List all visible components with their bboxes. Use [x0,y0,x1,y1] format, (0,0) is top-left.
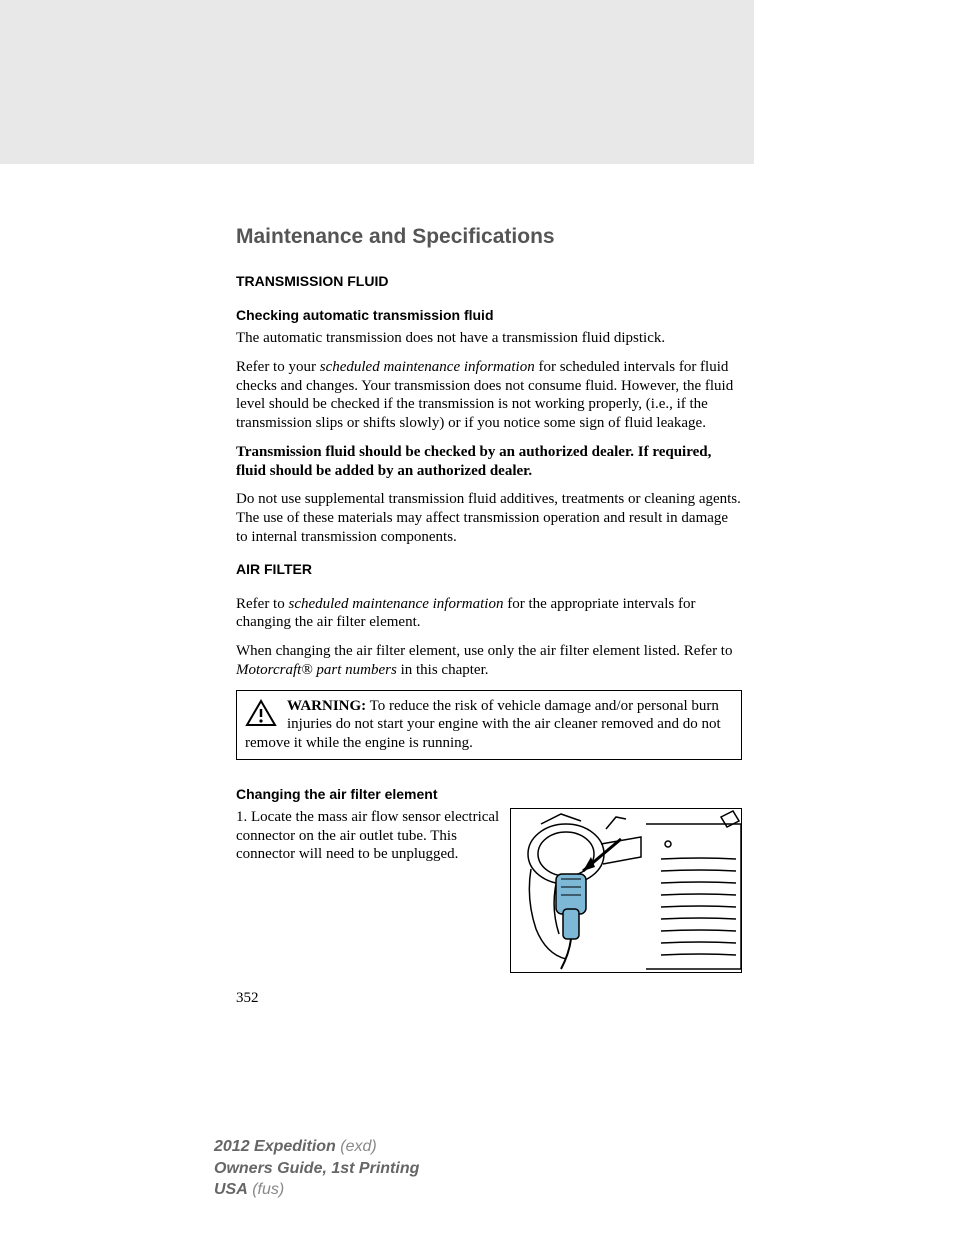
paragraph: Do not use supplemental transmission flu… [236,490,742,546]
warning-box: WARNING: To reduce the risk of vehicle d… [236,690,742,760]
footer-code: (exd) [336,1138,377,1155]
paragraph-bold: Transmission fluid should be checked by … [236,443,742,481]
paragraph: Refer to scheduled maintenance informati… [236,595,742,633]
paragraph: The automatic transmission does not have… [236,329,742,348]
text: Refer to [236,596,288,612]
footer-line-2: Owners Guide, 1st Printing [214,1158,419,1180]
subheading-changing-filter: Changing the air filter element [236,786,742,802]
section-heading-air-filter: AIR FILTER [236,561,742,577]
emphasis-text: scheduled maintenance information [320,359,535,375]
page-content: Maintenance and Specifications TRANSMISS… [236,225,742,973]
step-row: 1. Locate the mass air flow sensor elect… [236,808,742,973]
footer-model: 2012 Expedition [214,1138,336,1155]
paragraph: When changing the air filter element, us… [236,642,742,680]
subheading-checking-fluid: Checking automatic transmission fluid [236,307,742,323]
page-number: 352 [236,990,259,1007]
warning-triangle-icon [245,699,277,727]
footer-line-3: USA (fus) [214,1179,419,1201]
footer-region: USA [214,1181,248,1198]
air-filter-diagram [510,808,742,973]
footer-line-1: 2012 Expedition (exd) [214,1136,419,1158]
text: Refer to your [236,359,320,375]
text: in this chapter. [397,662,489,678]
emphasis-text: Motorcraft® part numbers [236,662,397,678]
step-text: 1. Locate the mass air flow sensor elect… [236,808,510,864]
paragraph: Refer to your scheduled maintenance info… [236,358,742,433]
chapter-title: Maintenance and Specifications [236,225,742,249]
footer: 2012 Expedition (exd) Owners Guide, 1st … [214,1136,419,1201]
text: When changing the air filter element, us… [236,643,732,659]
footer-region-code: (fus) [248,1181,284,1198]
warning-label: WARNING: [287,698,366,714]
section-heading-transmission: TRANSMISSION FLUID [236,273,742,289]
emphasis-text: scheduled maintenance information [288,596,503,612]
